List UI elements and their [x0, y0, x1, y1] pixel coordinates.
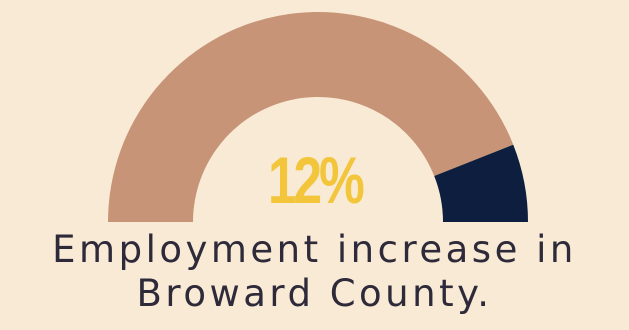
chart-caption: Employment increase in Broward County.: [52, 228, 577, 315]
gauge-value-label: 12%: [267, 143, 365, 217]
gauge-track: [108, 12, 514, 222]
gauge-fill: [434, 144, 528, 222]
